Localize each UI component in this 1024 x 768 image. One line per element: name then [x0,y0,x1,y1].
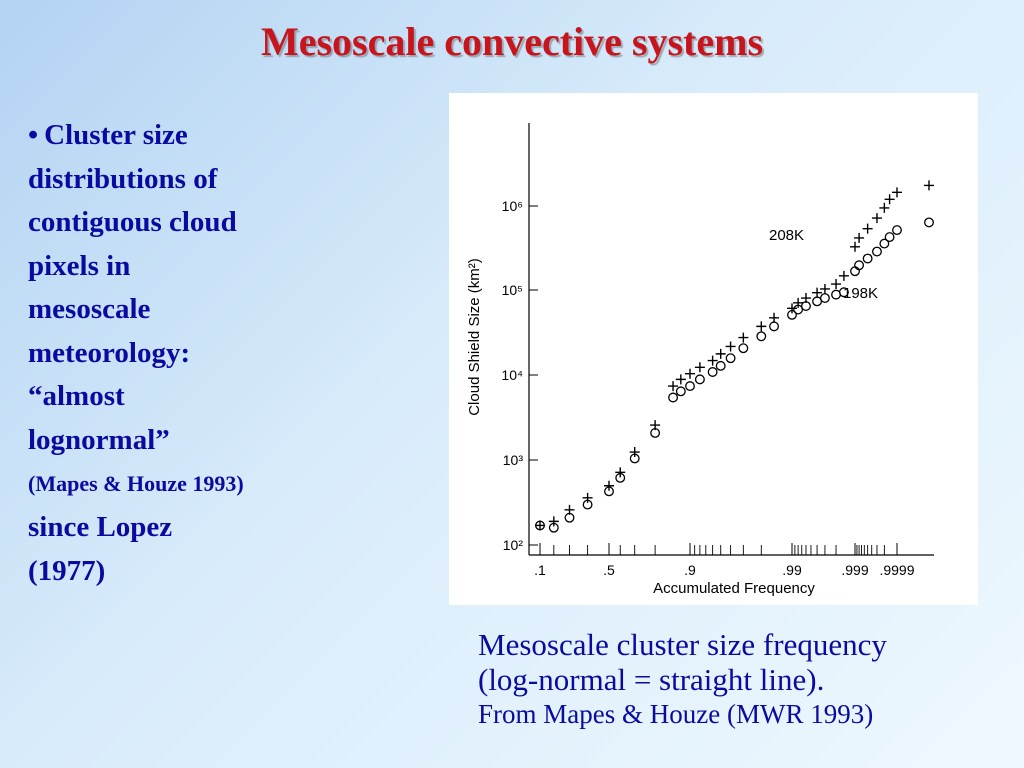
data-point-plus [582,492,593,503]
data-point-circle [924,217,934,228]
chart-figure: 10² 10³ 10⁴ 10⁵ 10⁶ .1 .5 .9 .99 .999 .9999 Accumul… [449,93,978,605]
data-point-plus [629,447,640,458]
data-point-plus [924,180,934,191]
data-point-circle [838,287,849,298]
data-point-circle [707,367,718,377]
data-point-circle [819,293,830,304]
data-point-plus [707,355,718,366]
data-point-circle [650,427,661,438]
y-tick-label: 10⁶ [502,198,523,214]
y-tick-label: 10⁴ [501,367,523,383]
data-point-plus [793,297,804,308]
data-point-circle [884,232,895,243]
data-point-circle [892,225,902,236]
bullet-line: (1977) [28,554,106,587]
bullet-line: meteorology: [28,336,191,369]
slide-title: Mesoscale convective systems [260,19,764,64]
data-point-circle [738,343,749,354]
data-point-plus [535,520,545,531]
bullet-line: “almost [28,380,125,412]
data-point-circle [872,246,882,257]
data-point-plus [725,341,736,352]
x-tick-label: .99 [782,562,802,578]
bullet-line: distributions of [28,162,218,195]
data-point-plus [604,480,614,491]
bullet-line: contiguous cloud [28,206,237,238]
data-point-plus [787,303,797,314]
data-point-plus [871,213,882,224]
x-tick-label: .9999 [879,562,914,578]
data-point-plus [769,312,780,323]
caption: Mesoscale cluster size frequency (log-no… [478,627,998,731]
data-point-plus [715,348,726,359]
data-point-circle [850,266,860,277]
data-point-circle [715,360,726,371]
data-point-plus [675,374,686,385]
x-axis-label: Accumulated Frequency [653,580,815,597]
data-point-plus [831,279,842,290]
bullet-line: since Lopez [28,511,173,543]
data-point-plus [892,187,902,198]
series-label-198k: 198K [843,285,878,302]
data-point-circle [879,238,890,249]
series-label-208k: 208K [769,227,804,244]
data-point-plus [850,241,860,252]
y-axis-label: Cloud Shield Size (km²) [466,258,483,416]
x-tick-label: .999 [841,562,868,578]
data-point-plus [812,287,823,298]
data-point-circle [801,301,811,311]
data-point-plus [548,516,559,527]
data-point-plus [615,467,626,478]
data-point-circle [854,260,865,271]
data-point-circle [787,309,797,320]
data-point-circle [793,304,804,315]
citation: (Mapes & Houze 1993) [28,471,244,496]
bullet-line: pixels in [28,249,131,282]
data-point-circle [756,331,767,342]
data-point-circle [725,353,736,364]
bullet-line: lognormal” [28,423,170,456]
data-point-circle [615,472,626,483]
data-point-circle [535,520,545,531]
x-tick-label: .5 [603,562,615,578]
data-point-circle [564,512,575,523]
data-point-circle [604,486,614,497]
x-tick-label: .9 [684,562,696,578]
data-point-circle [694,374,705,385]
bullet-line: Cluster size [44,119,188,151]
data-point-plus [879,202,890,213]
data-point-plus [668,381,679,392]
data-point-circle [685,381,695,392]
y-tick-label: 10² [503,537,524,553]
caption-source: From Mapes & Houze (MWR 1993) [478,699,874,729]
data-point-circle [582,499,593,510]
data-point-plus [884,194,895,205]
data-point-plus [756,321,767,332]
caption-line: (log-normal = straight line). [478,662,825,697]
bullet-text: • Cluster size distributions of contiguou… [28,114,328,593]
caption-line: Mesoscale cluster size frequency [478,627,887,662]
bullet-marker: • [28,119,39,151]
x-tick-label: .1 [534,562,546,578]
data-point-plus [685,368,695,379]
data-point-plus [862,223,873,234]
data-point-circle [769,321,779,332]
y-tick-label: 10⁵ [502,282,523,298]
data-point-plus [738,332,749,343]
data-point-plus [838,270,849,281]
data-point-circle [668,392,679,403]
data-point-plus [694,362,705,373]
data-point-circle [548,522,559,533]
data-point-circle [862,253,873,264]
data-point-plus [819,283,830,294]
chart-svg: 10² 10³ 10⁴ 10⁵ 10⁶ .1 .5 .9 .99 .999 .9999 Accumul… [466,123,934,597]
y-tick-label: 10³ [503,452,524,468]
data-point-circle [675,386,686,397]
data-point-circle [629,453,640,464]
data-point-plus [854,232,865,243]
bullet-line: mesoscale [28,293,151,325]
